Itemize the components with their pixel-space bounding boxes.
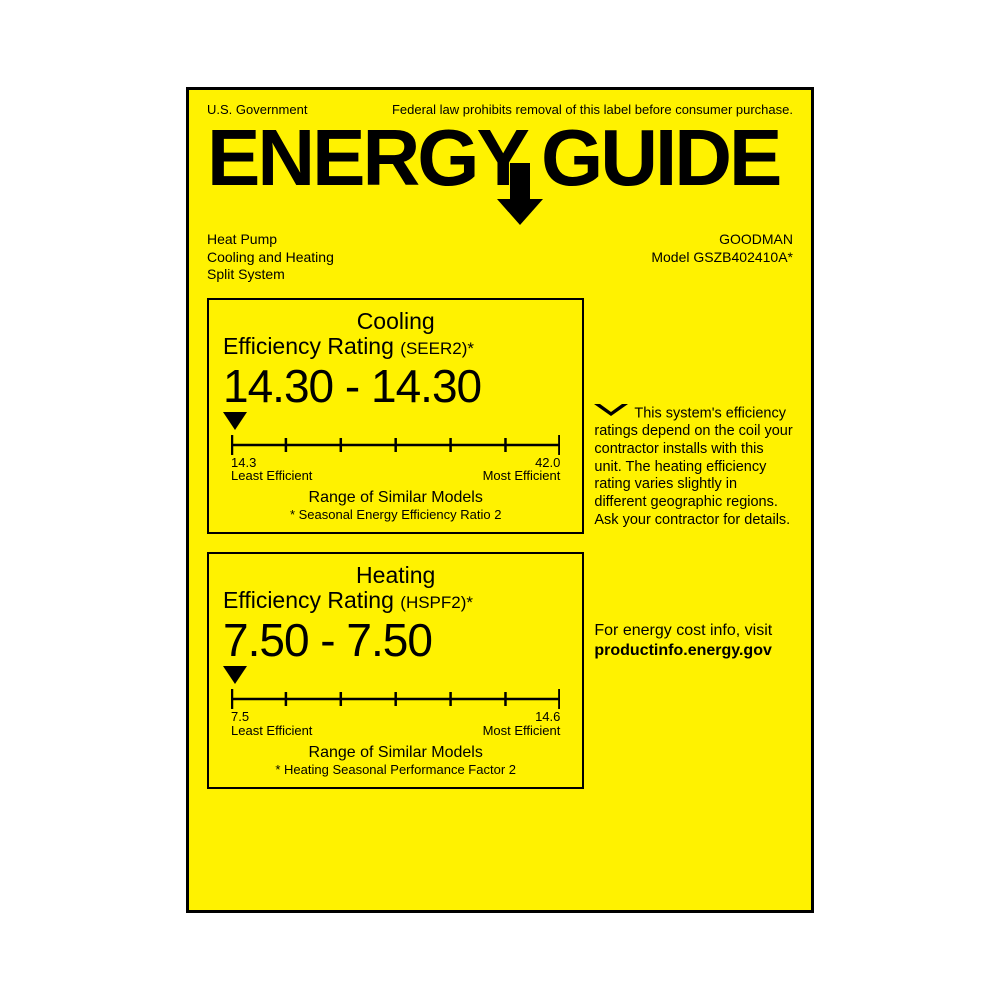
heating-scale-max: 14.6 [483, 710, 561, 724]
product-type: Heat Pump Cooling and Heating Split Syst… [207, 231, 334, 284]
heating-panel: Heating Efficiency Rating (HSPF2)* 7.50 … [207, 552, 584, 789]
cooling-marker [223, 412, 568, 430]
cooling-value: 14.30 - 14.30 [223, 362, 568, 410]
heating-title: Heating [223, 562, 568, 589]
heating-marker [223, 666, 568, 684]
meta-row: Heat Pump Cooling and Heating Split Syst… [207, 231, 793, 284]
heating-scale [231, 688, 560, 710]
cooling-subtitle-b: (SEER2)* [400, 339, 474, 358]
brand: GOODMAN [651, 231, 793, 249]
heating-scale-min: 7.5 [231, 710, 312, 724]
product-type-line2: Cooling and Heating [207, 249, 334, 267]
side-note-lead: This system's [634, 405, 721, 421]
cooling-subtitle-a: Efficiency Rating [223, 333, 400, 359]
side-column: This system's efficiency ratings depend … [584, 298, 793, 807]
down-triangle-icon [223, 412, 247, 430]
cooling-range-note: * Seasonal Energy Efficiency Ratio 2 [223, 507, 568, 522]
heating-scale-labels: 7.5 Least Efficient 14.6 Most Efficient [231, 710, 560, 737]
model: Model GSZB402410A* [651, 249, 793, 267]
heating-most-label: Most Efficient [483, 724, 561, 738]
product-type-line1: Heat Pump [207, 231, 334, 249]
cost-line1: For energy cost info, visit [594, 621, 793, 641]
cooling-most-label: Most Efficient [483, 469, 561, 483]
heating-subtitle: Efficiency Rating (HSPF2)* [223, 587, 568, 614]
down-triangle-icon [223, 666, 247, 684]
cooling-least-label: Least Efficient [231, 469, 312, 483]
heating-least-label: Least Efficient [231, 724, 312, 738]
content-row: Cooling Efficiency Rating (SEER2)* 14.30… [207, 298, 793, 807]
binocular-icon [594, 404, 628, 424]
energyguide-label: U.S. Government Federal law prohibits re… [186, 87, 814, 913]
cooling-scale-min: 14.3 [231, 456, 312, 470]
heating-subtitle-b: (HSPF2)* [400, 593, 473, 612]
cost-url: productinfo.energy.gov [594, 641, 793, 661]
cooling-subtitle: Efficiency Rating (SEER2)* [223, 333, 568, 360]
heating-range-note: * Heating Seasonal Performance Factor 2 [223, 762, 568, 777]
cooling-scale [231, 434, 560, 456]
svg-text:ENERGY: ENERGY [207, 115, 529, 202]
heating-value: 7.50 - 7.50 [223, 616, 568, 664]
side-note-rest: efficiency ratings depend on the coil yo… [594, 405, 792, 527]
energy-cost-info: For energy cost info, visit productinfo.… [594, 621, 793, 660]
cooling-range-title: Range of Similar Models [223, 489, 568, 507]
svg-text:GUIDE: GUIDE [541, 115, 780, 202]
brand-model: GOODMAN Model GSZB402410A* [651, 231, 793, 284]
cooling-scale-max: 42.0 [483, 456, 561, 470]
cooling-panel: Cooling Efficiency Rating (SEER2)* 14.30… [207, 298, 584, 535]
heating-subtitle-a: Efficiency Rating [223, 587, 400, 613]
product-type-line3: Split System [207, 266, 334, 284]
rating-panels: Cooling Efficiency Rating (SEER2)* 14.30… [207, 298, 584, 807]
side-note: This system's efficiency ratings depend … [594, 404, 793, 530]
energyguide-logo: ENERGY GUIDE [207, 115, 793, 225]
heating-range-title: Range of Similar Models [223, 744, 568, 762]
cooling-scale-labels: 14.3 Least Efficient 42.0 Most Efficient [231, 456, 560, 483]
cooling-title: Cooling [223, 308, 568, 335]
